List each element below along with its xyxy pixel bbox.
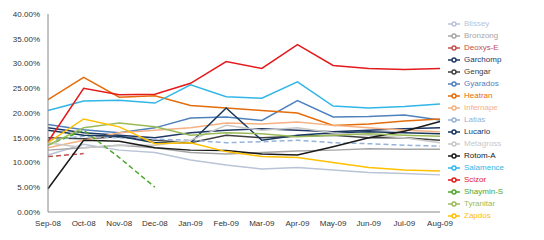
svg-text:Jan-09: Jan-09 bbox=[178, 219, 203, 228]
svg-text:25.00%: 25.00% bbox=[13, 84, 40, 93]
svg-text:Feb-09: Feb-09 bbox=[214, 219, 240, 228]
svg-text:Dec-08: Dec-08 bbox=[142, 219, 168, 228]
html-text:Latias: Latias bbox=[464, 115, 486, 125]
svg-text:Mar-09: Mar-09 bbox=[249, 219, 275, 228]
html-text:Shaymin-S: Shaymin-S bbox=[464, 187, 504, 197]
html-text:Gengar: Gengar bbox=[464, 67, 491, 77]
svg-text:May-09: May-09 bbox=[320, 219, 347, 228]
html-text:Infernape: Infernape bbox=[464, 103, 498, 113]
svg-text:10.00%: 10.00% bbox=[13, 158, 40, 167]
svg-text:15.00%: 15.00% bbox=[13, 134, 40, 143]
html-text:Blissey: Blissey bbox=[464, 19, 490, 29]
svg-text:40.00%: 40.00% bbox=[13, 10, 40, 19]
html-text:Deoxys-E: Deoxys-E bbox=[464, 43, 499, 53]
svg-text:Apr-09: Apr-09 bbox=[285, 219, 310, 228]
html-text:Rotom-A: Rotom-A bbox=[464, 151, 496, 161]
svg-text:Aug-09: Aug-09 bbox=[427, 219, 453, 228]
svg-text:Nov-08: Nov-08 bbox=[106, 219, 132, 228]
html-text:Tyranitar: Tyranitar bbox=[464, 199, 496, 209]
svg-text:0.00%: 0.00% bbox=[17, 208, 40, 217]
html-text:Garchomp: Garchomp bbox=[464, 55, 502, 65]
svg-text:Jul-09: Jul-09 bbox=[393, 219, 415, 228]
html-text:Bronzong: Bronzong bbox=[464, 31, 499, 41]
svg-text:Jun-09: Jun-09 bbox=[356, 219, 381, 228]
html-text:Gyarados: Gyarados bbox=[464, 79, 499, 89]
svg-text:30.00%: 30.00% bbox=[13, 59, 40, 68]
html-text:Heatran: Heatran bbox=[464, 91, 493, 101]
svg-text:20.00%: 20.00% bbox=[13, 109, 40, 118]
svg-text:Sep-08: Sep-08 bbox=[35, 219, 61, 228]
html-text:Zapdos: Zapdos bbox=[464, 211, 491, 221]
svg-text:35.00%: 35.00% bbox=[13, 35, 40, 44]
html-text:Metagross: Metagross bbox=[464, 139, 502, 149]
svg-text:Oct-08: Oct-08 bbox=[72, 219, 97, 228]
html-text:Salamence: Salamence bbox=[464, 163, 504, 173]
html-text:Scizor: Scizor bbox=[464, 175, 487, 185]
svg-text:5.00%: 5.00% bbox=[17, 183, 40, 192]
html-text:Lucario: Lucario bbox=[464, 127, 491, 137]
